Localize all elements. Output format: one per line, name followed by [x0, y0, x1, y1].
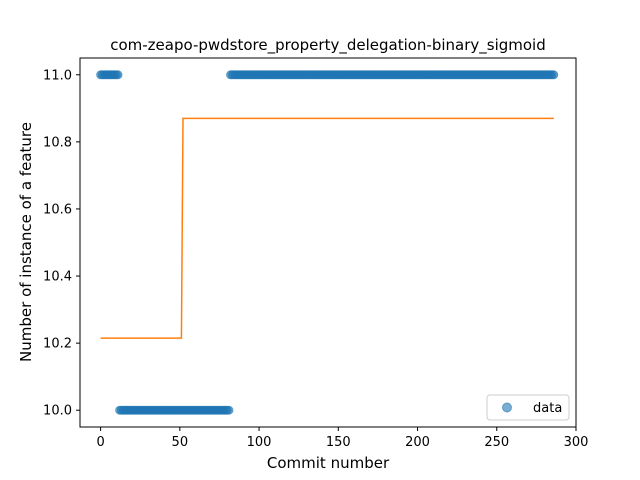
- y-tick-label: 10.6: [43, 202, 72, 217]
- x-tick-label: 150: [326, 435, 351, 450]
- x-tick-label: 200: [405, 435, 430, 450]
- legend-label-data: data: [533, 401, 562, 416]
- legend-marker-data: [502, 402, 512, 413]
- fit-line: [100, 117, 554, 339]
- y-tick-label: 10.2: [43, 337, 72, 352]
- plot-area: [96, 70, 559, 415]
- x-tick-label: 0: [96, 435, 104, 450]
- y-axis: 10.0 10.2 10.4 10.6 10.8 11.0: [43, 68, 80, 419]
- plot-frame: [79, 57, 577, 428]
- y-tick-label: 11.0: [43, 68, 72, 83]
- data-point: [224, 405, 234, 415]
- x-tick-label: 300: [564, 435, 589, 450]
- y-tick-label: 10.0: [43, 404, 72, 419]
- chart-title: com-zeapo-pwdstore_property_delegation-b…: [110, 36, 546, 55]
- legend: data: [486, 394, 570, 421]
- x-tick-label: 250: [484, 435, 509, 450]
- y-tick-label: 10.8: [43, 135, 72, 150]
- x-axis-label: Commit number: [267, 454, 390, 472]
- data-point: [549, 70, 559, 80]
- y-tick-label: 10.4: [43, 270, 72, 285]
- x-tick-label: 100: [247, 435, 272, 450]
- x-tick-label: 50: [172, 435, 189, 450]
- x-axis: 0 50 100 150 200 250 300: [96, 427, 588, 450]
- y-axis-label: Number of instance of a feature: [17, 122, 35, 362]
- legend-frame: [486, 394, 570, 421]
- data-point: [113, 70, 123, 80]
